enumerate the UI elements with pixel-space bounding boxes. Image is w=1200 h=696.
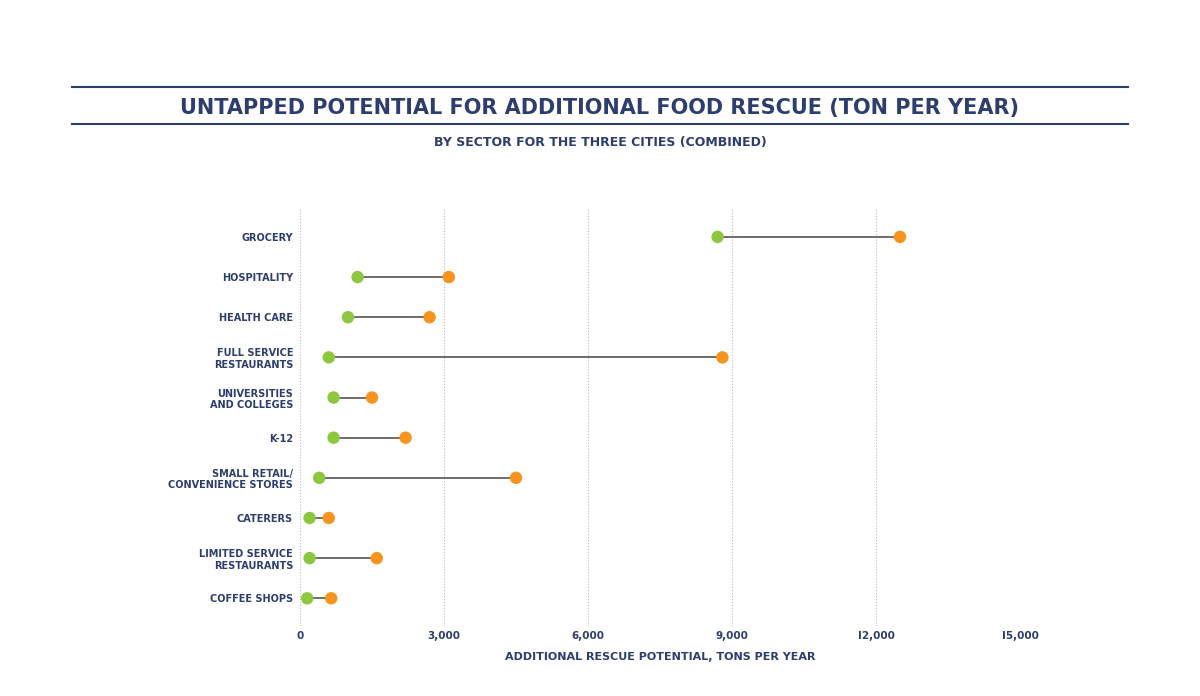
Point <box>338 312 358 323</box>
Point <box>396 432 415 443</box>
Point <box>322 593 341 604</box>
Point <box>324 432 343 443</box>
Point <box>300 512 319 523</box>
Point <box>420 312 439 323</box>
Point <box>298 593 317 604</box>
Point <box>362 392 382 403</box>
Point <box>367 553 386 564</box>
Point <box>708 231 727 242</box>
Point <box>439 271 458 283</box>
Point <box>506 473 526 484</box>
Point <box>890 231 910 242</box>
X-axis label: ADDITIONAL RESCUE POTENTIAL, TONS PER YEAR: ADDITIONAL RESCUE POTENTIAL, TONS PER YE… <box>505 652 815 663</box>
Point <box>324 392 343 403</box>
Point <box>319 512 338 523</box>
Text: UNTAPPED POTENTIAL FOR ADDITIONAL FOOD RESCUE (TON PER YEAR): UNTAPPED POTENTIAL FOR ADDITIONAL FOOD R… <box>180 98 1020 118</box>
Point <box>300 553 319 564</box>
Point <box>310 473 329 484</box>
Point <box>713 351 732 363</box>
Point <box>319 351 338 363</box>
Point <box>348 271 367 283</box>
Text: BY SECTOR FOR THE THREE CITIES (COMBINED): BY SECTOR FOR THE THREE CITIES (COMBINED… <box>433 136 767 149</box>
